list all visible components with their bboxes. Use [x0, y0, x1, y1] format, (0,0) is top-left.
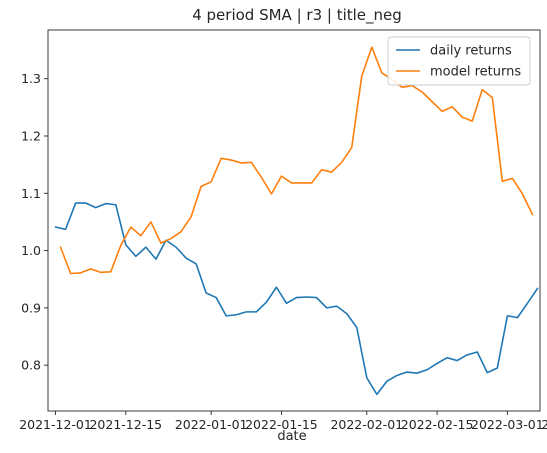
y-tick-label: 1.1: [21, 186, 41, 201]
x-axis-label: date: [277, 429, 306, 444]
y-tick-label: 1.2: [21, 128, 41, 143]
x-tick-label: 2022-03-01: [471, 417, 544, 432]
x-tick-label: 2021-12-01: [19, 417, 92, 432]
x-tick-label: 2022-02-15: [401, 417, 474, 432]
x-tick-label: 2022-02-01: [330, 417, 403, 432]
legend-label-1: daily returns: [430, 44, 512, 59]
x-tick-label: 2022-03-15: [541, 417, 547, 432]
x-tick-label: 2021-12-15: [89, 417, 162, 432]
y-tick-label: 0.9: [21, 300, 41, 315]
legend: daily returns model returns: [388, 37, 530, 85]
y-tick-label: 1.0: [21, 243, 41, 258]
chart-title: 4 period SMA | r3 | title_neg: [192, 6, 402, 25]
y-tick-label: 1.3: [21, 71, 41, 86]
x-tick-label: 2022-01-01: [175, 417, 248, 432]
y-tick-label: 0.8: [21, 358, 41, 373]
legend-label-2: model returns: [430, 65, 521, 80]
